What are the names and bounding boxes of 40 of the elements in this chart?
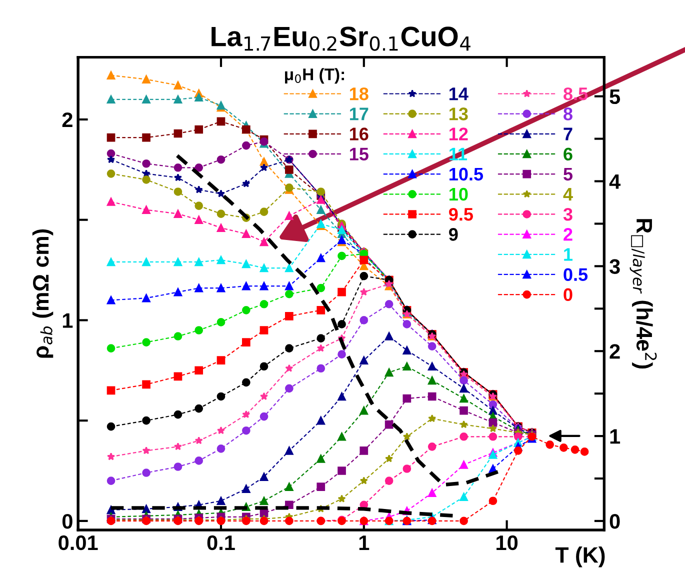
legend-label: 16 (350, 128, 368, 140)
legend-label: 4 (563, 188, 573, 200)
legend-label: 10 (450, 188, 468, 201)
y-tick-label: 1 (62, 313, 73, 328)
y2-tick-label: 5 (610, 90, 620, 104)
x-axis-title: T (K) (555, 546, 605, 568)
legend-label: 9.5 (449, 208, 473, 221)
legend-label: 5 (564, 168, 573, 181)
y2-tick-label: 4 (609, 174, 621, 189)
y2-tick-label: 3 (610, 259, 620, 274)
legend-label: 6 (564, 148, 572, 160)
legend-title: μ$_{0}$H (T): (285, 68, 344, 84)
legend-label: 14 (450, 88, 468, 100)
legend-label: 10.5 (450, 168, 484, 181)
y-tick-label: 2 (62, 112, 72, 128)
x-tick-label: 0.01 (58, 535, 98, 550)
legend-label: 2 (564, 228, 572, 241)
legend-label: 13 (450, 108, 468, 120)
legend-label: 9 (449, 228, 458, 241)
y2-axis-title: R$_{□/layer}$ (h/4e$^{2}$) (630, 219, 657, 368)
x-tick-label: 10 (496, 535, 518, 550)
legend-label: 3 (563, 208, 572, 221)
legend-label: 17 (350, 108, 368, 120)
y-tick-label: 0 (62, 514, 72, 529)
legend-label: 8 (564, 108, 572, 120)
legend-label: 12 (450, 128, 468, 140)
x-tick-label: 1 (359, 536, 370, 550)
legend-label: 8.5 (564, 87, 588, 100)
legend-label: 15 (350, 148, 368, 160)
y2-tick-label: 0 (610, 514, 620, 529)
legend-label: 1 (564, 248, 573, 261)
y-axis-title: ρ$_{ab}$ (mΩ cm) (32, 229, 54, 358)
legend-label: 0 (564, 288, 572, 302)
legend-label: 18 (350, 87, 368, 100)
y2-tick-label: 2 (610, 344, 620, 359)
legend-label: 7 (564, 128, 572, 140)
y2-tick-label: 1 (610, 429, 620, 444)
chart-title: La$_{1.7}$Eu$_{0.2}$Sr$_{0.1}$CuO$_{4}$ (212, 26, 470, 51)
x-tick-label: 0.1 (207, 535, 235, 550)
legend-label: 0.5 (564, 268, 588, 281)
